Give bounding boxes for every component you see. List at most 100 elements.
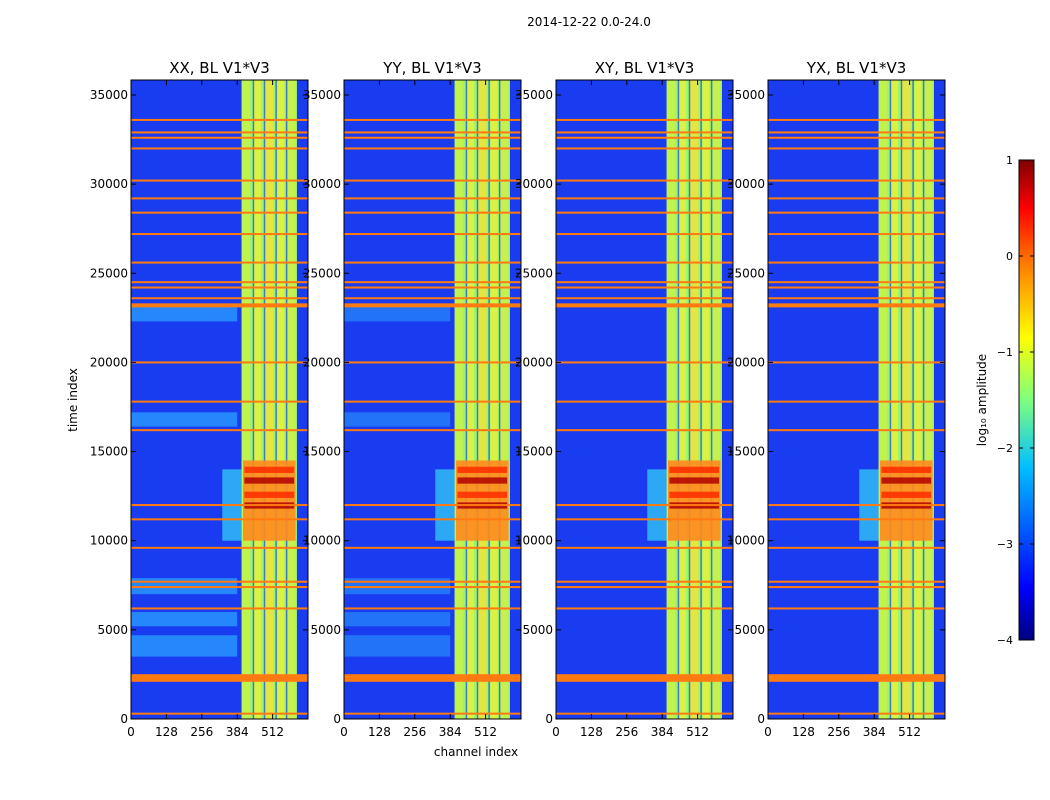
y-tick-label: 35000 [90, 88, 128, 102]
rfi-row [768, 131, 945, 134]
x-tick-label: 384 [226, 725, 249, 739]
x-tick-label: 512 [474, 725, 497, 739]
rfi-row [768, 712, 945, 715]
rfi-row [131, 131, 308, 134]
x-tick-label: 256 [403, 725, 426, 739]
y-tick-label: 25000 [90, 266, 128, 280]
channel-gap-line [710, 80, 713, 719]
colorbar-label: log₁₀ amplitude [975, 354, 989, 446]
rfi-row [768, 297, 945, 300]
channel-stripe [891, 80, 898, 719]
rfi-row [768, 286, 945, 289]
rfi-row [131, 607, 308, 610]
y-tick-label: 10000 [515, 534, 553, 548]
strong-emission-band [244, 466, 295, 473]
x-tick-label: 256 [827, 725, 850, 739]
y-tick-label: 10000 [303, 534, 341, 548]
y-tick-label: 5000 [734, 623, 765, 637]
rfi-row [131, 674, 308, 679]
y-tick-label: 25000 [303, 266, 341, 280]
channel-stripe [902, 80, 911, 719]
rfi-row [344, 518, 521, 521]
rfi-row [768, 580, 945, 583]
rfi-row [768, 607, 945, 610]
x-tick-label: 384 [439, 725, 462, 739]
panel-title: YX, BL V1*V3 [806, 59, 907, 77]
rfi-row [344, 546, 521, 549]
channel-stripe [287, 80, 296, 719]
channel-stripe [914, 80, 922, 719]
strong-emission-band [669, 477, 720, 484]
heatmap-panel: YX, BL V1*V3 0 128 256 384 512 0 5000 10000 15000… [727, 59, 946, 739]
rfi-row [131, 118, 308, 121]
rfi-row [556, 580, 733, 583]
heatmap-image [131, 80, 308, 719]
panel-frame [130, 79, 309, 720]
low-amplitude-patch [131, 612, 238, 627]
panel-title: XY, BL V1*V3 [595, 59, 695, 77]
y-tick-label: 30000 [727, 177, 765, 191]
panel-frame [555, 79, 734, 720]
y-tick-label: 10000 [90, 534, 128, 548]
rfi-row [131, 261, 308, 264]
rfi-row [344, 429, 521, 432]
channel-gap-line [252, 80, 255, 719]
rfi-row [131, 518, 308, 521]
x-tick-label: 0 [552, 725, 560, 739]
heatmap-panel: YY, BL V1*V3 0 128 256 384 512 0 5000 10000 15000… [303, 59, 522, 739]
rfi-row [768, 147, 945, 150]
rfi-row [556, 518, 733, 521]
rfi-row [344, 586, 521, 589]
rfi-row [131, 303, 308, 308]
rfi-row [768, 136, 945, 139]
y-tick-label: 10000 [727, 534, 765, 548]
channel-stripe [490, 80, 498, 719]
channel-gap-line [465, 80, 468, 719]
strong-emission-band [669, 491, 720, 498]
rfi-row [556, 286, 733, 289]
rfi-row [344, 211, 521, 214]
y-tick-label: 25000 [515, 266, 553, 280]
colorbar-gradient [1018, 159, 1035, 641]
x-tick-label: 256 [190, 725, 213, 739]
panel-title: XX, BL V1*V3 [169, 59, 270, 77]
colorbar-tick-label: −1 [997, 346, 1013, 359]
rfi-row [344, 297, 521, 300]
x-tick-label: 384 [863, 725, 886, 739]
y-tick-label: 5000 [522, 623, 553, 637]
channel-gap-line [700, 80, 702, 719]
rfi-row [556, 546, 733, 549]
channel-gap-line [889, 80, 892, 719]
rfi-row [556, 281, 733, 284]
y-tick-label: 5000 [97, 623, 128, 637]
rfi-row [768, 261, 945, 264]
low-amplitude-patch [131, 412, 238, 427]
y-tick-label: 15000 [727, 445, 765, 459]
y-tick-label: 0 [545, 712, 553, 726]
colorbar-tick-label: −4 [997, 634, 1013, 647]
heatmap-panel: XY, BL V1*V3 0 128 256 384 512 0 5000 10000 15000… [515, 59, 734, 739]
rfi-row [768, 118, 945, 121]
channel-stripe [467, 80, 474, 719]
y-tick-label: 35000 [515, 88, 553, 102]
rfi-row [131, 580, 308, 583]
channel-stripe [277, 80, 285, 719]
rfi-row [768, 504, 945, 507]
rfi-row [344, 261, 521, 264]
strong-emission-band [881, 466, 932, 473]
channel-gap-line [912, 80, 914, 719]
rfi-row [556, 131, 733, 134]
channel-gap-line [677, 80, 680, 719]
strong-emission-region [880, 460, 933, 541]
y-tick-label: 30000 [515, 177, 553, 191]
y-tick-label: 5000 [310, 623, 341, 637]
channel-stripe [500, 80, 509, 719]
rfi-row [556, 297, 733, 300]
rfi-row [131, 429, 308, 432]
rfi-row [556, 197, 733, 200]
rfi-row [131, 179, 308, 182]
channel-stripe [254, 80, 261, 719]
x-tick-label: 0 [127, 725, 135, 739]
y-tick-label: 20000 [515, 355, 553, 369]
